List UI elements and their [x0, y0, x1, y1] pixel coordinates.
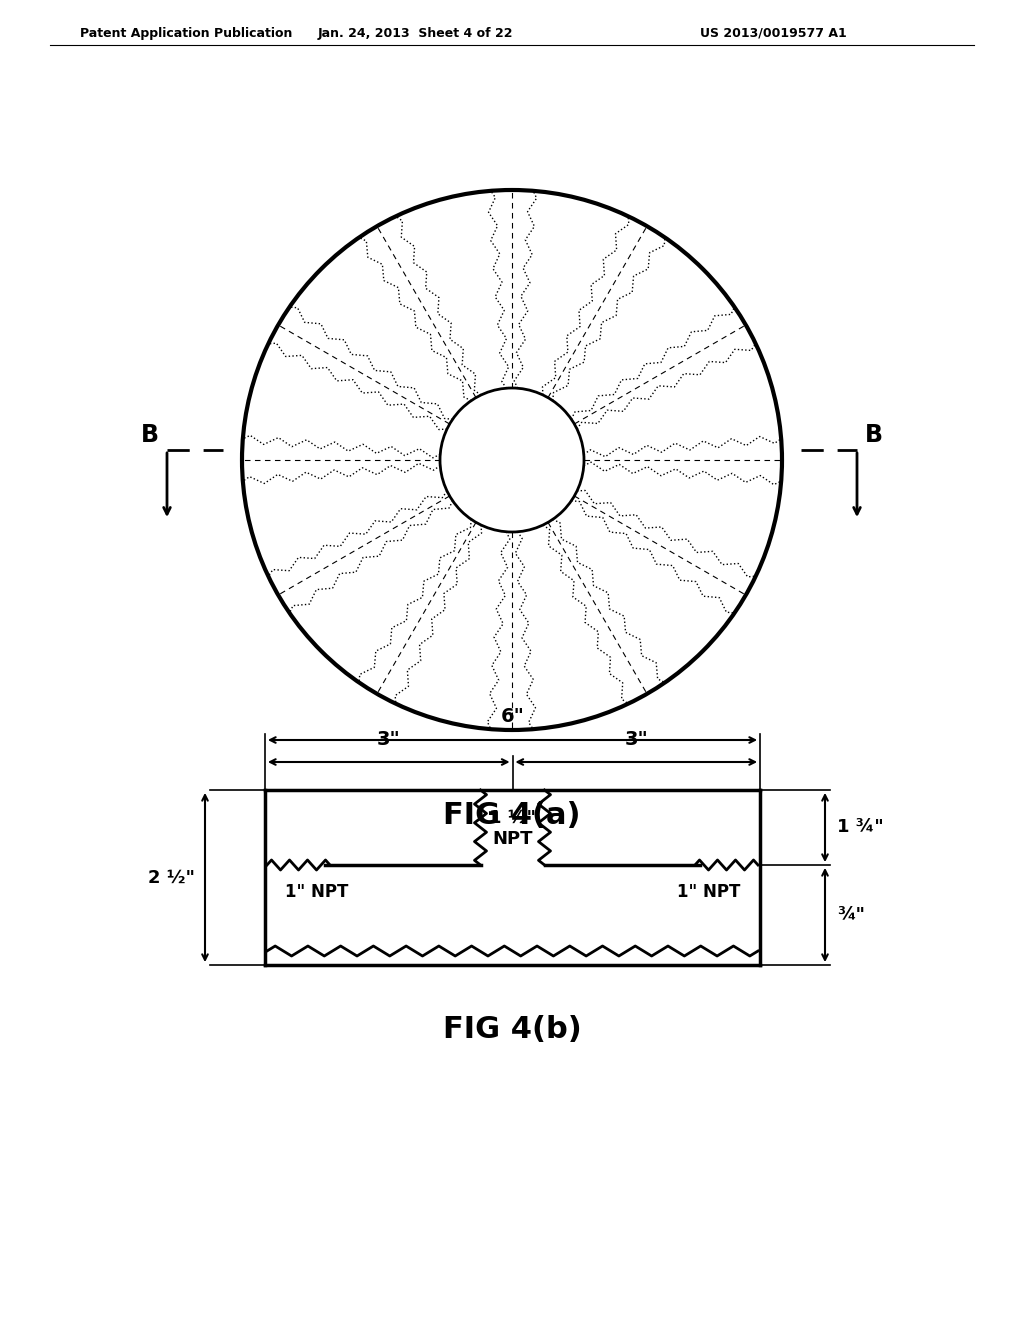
- Text: B: B: [141, 422, 159, 447]
- Text: Jan. 24, 2013  Sheet 4 of 22: Jan. 24, 2013 Sheet 4 of 22: [317, 26, 513, 40]
- Text: FIG 4(b): FIG 4(b): [442, 1015, 582, 1044]
- Text: 6": 6": [501, 708, 524, 726]
- Text: Patent Application Publication: Patent Application Publication: [80, 26, 293, 40]
- Text: 1 ¾": 1 ¾": [837, 818, 884, 837]
- Text: US 2013/0019577 A1: US 2013/0019577 A1: [700, 26, 847, 40]
- Text: FIG 4(a): FIG 4(a): [443, 800, 581, 829]
- Text: 1 ½": 1 ½": [489, 808, 536, 826]
- Text: 1" NPT: 1" NPT: [677, 883, 740, 902]
- Text: NPT: NPT: [493, 830, 532, 849]
- Text: 2 ½": 2 ½": [148, 869, 195, 887]
- Text: ¾": ¾": [837, 906, 865, 924]
- Text: B: B: [865, 422, 883, 447]
- Text: 3": 3": [377, 730, 400, 748]
- Text: 3": 3": [625, 730, 648, 748]
- Text: 1" NPT: 1" NPT: [285, 883, 348, 902]
